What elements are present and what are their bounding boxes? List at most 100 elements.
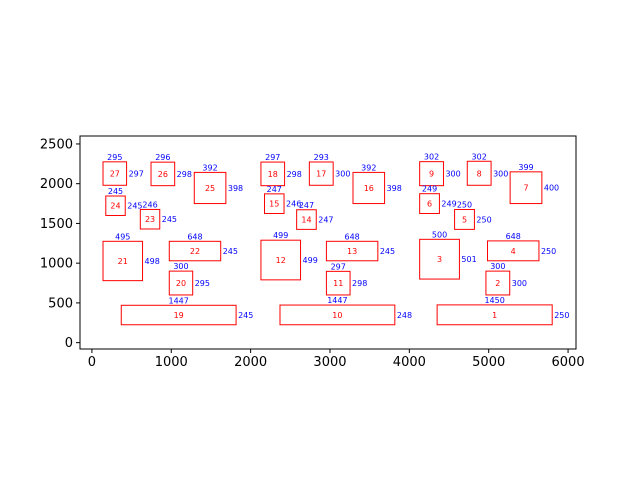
box-rect [419,238,460,280]
box-id-label: 18 [268,170,278,179]
box-side-label: 247 [318,216,333,225]
box-14: 14 247 247 [296,201,334,230]
box-id-label: 12 [276,256,286,265]
box-rect [120,304,237,326]
box-side-label: 300 [445,170,460,179]
box-18: 18 297 298 [260,153,302,187]
box-21: 21 495 498 [102,232,160,282]
box-rect [485,270,511,296]
box-rect [419,161,444,187]
box-top-label: 1450 [484,296,504,305]
box-rect [139,208,161,230]
x-tick-label: 1000 [155,355,188,370]
box-top-label: 300 [490,262,505,271]
box-11: 11 297 298 [325,262,367,296]
box-id-label: 9 [429,170,434,179]
box-10: 10 1447 248 [279,296,412,326]
box-top-label: 648 [506,232,521,241]
y-tick-label: 1500 [40,217,73,232]
box-side-label: 298 [177,170,192,179]
y-tick-label: 1000 [40,257,73,272]
box-id-label: 24 [110,202,120,211]
box-side-label: 398 [228,184,243,193]
box-rect [279,304,396,326]
box-id-label: 7 [523,184,528,193]
box-19: 19 1447 245 [120,296,253,326]
x-tick-label: 0 [88,355,96,370]
box-side-label: 400 [544,184,559,193]
plot-background [80,136,576,349]
box-rect [260,161,286,187]
box-id-label: 13 [347,247,357,256]
box-9: 9 302 300 [419,153,461,187]
box-1: 1 1450 250 [436,296,569,326]
box-16: 16 392 398 [352,163,402,205]
box-top-label: 495 [115,232,130,241]
box-26: 26 296 298 [150,153,192,187]
box-23: 23 246 245 [139,200,177,230]
y-tick-label: 2000 [40,177,73,192]
box-15: 15 247 246 [264,185,301,214]
box-top-label: 392 [361,163,376,172]
box-top-label: 250 [457,201,472,210]
box-id-label: 11 [333,279,343,288]
box-rect [419,193,440,214]
box-5: 5 250 250 [454,201,492,230]
box-rect [308,161,334,186]
box-rect [436,304,553,326]
box-12: 12 499 499 [260,231,318,281]
box-4: 4 648 250 [487,232,556,262]
box-top-label: 392 [202,163,217,172]
box-top-label: 245 [108,187,123,196]
box-rect [168,240,222,262]
x-tick-label: 6000 [552,355,585,370]
box-top-label: 1447 [327,296,347,305]
x-tick-label: 5000 [472,355,505,370]
x-tick-label: 3000 [313,355,346,370]
box-id-label: 23 [145,215,155,224]
box-rect [487,240,540,262]
box-id-label: 15 [269,200,279,209]
box-side-label: 398 [387,184,402,193]
box-2: 2 300 300 [485,262,527,296]
box-side-label: 245 [223,247,238,256]
box-top-label: 297 [331,262,346,271]
box-22: 22 648 245 [168,232,238,262]
box-17: 17 293 300 [308,153,350,186]
box-side-label: 245 [238,311,253,320]
box-rect [264,193,285,214]
box-side-label: 298 [352,279,367,288]
box-side-label: 300 [493,169,508,178]
box-top-label: 246 [142,200,157,209]
box-id-label: 10 [332,311,342,320]
box-side-label: 297 [129,170,144,179]
box-rect [168,270,194,296]
box-side-label: 250 [476,215,491,224]
box-3: 3 500 501 [419,230,477,280]
box-rect [325,270,351,296]
box-24: 24 245 245 [105,187,143,216]
box-top-label: 500 [432,230,447,239]
box-id-label: 14 [301,216,311,225]
box-8: 8 302 300 [466,152,508,186]
box-top-label: 302 [472,152,487,161]
box-rect [193,171,227,205]
box-id-label: 27 [110,170,120,179]
box-side-label: 245 [380,247,395,256]
box-top-label: 1447 [169,296,189,305]
box-7: 7 399 400 [509,163,559,205]
box-side-label: 250 [541,247,556,256]
box-rect [509,171,543,205]
box-id-label: 6 [427,200,432,209]
box-side-label: 246 [286,200,301,209]
box-side-label: 248 [397,311,412,320]
box-top-label: 399 [518,163,533,172]
box-side-label: 300 [512,279,527,288]
box-side-label: 298 [287,170,302,179]
box-id-label: 17 [316,170,326,179]
box-side-label: 249 [441,200,456,209]
x-tick-label: 4000 [393,355,426,370]
box-side-label: 295 [195,279,210,288]
